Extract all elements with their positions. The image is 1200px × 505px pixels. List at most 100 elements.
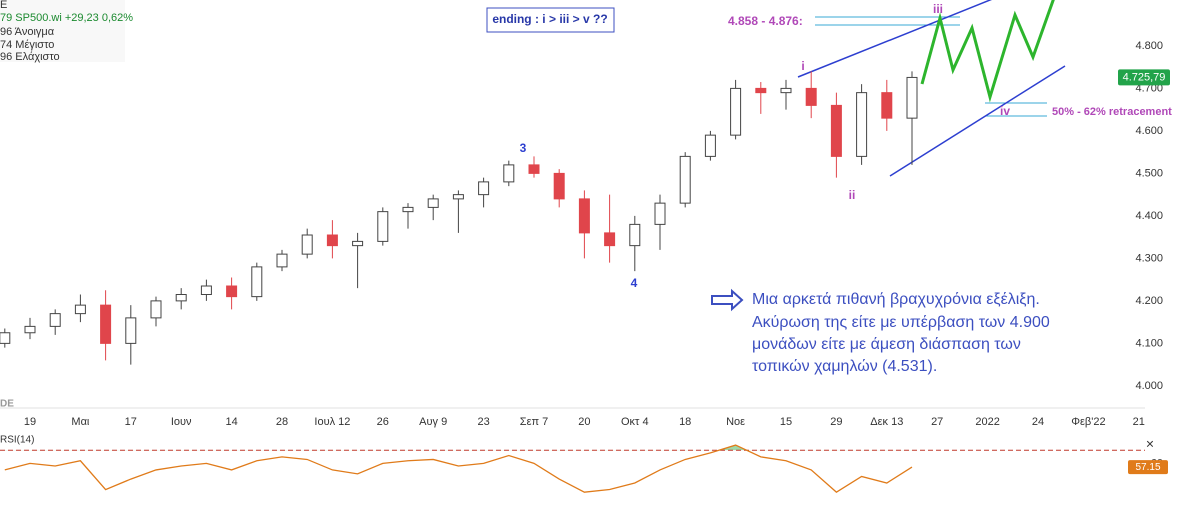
candle-body xyxy=(704,134,716,157)
y-tick-label: 4.300 xyxy=(1135,252,1163,264)
candle-body xyxy=(49,313,61,327)
candle-body xyxy=(427,198,439,208)
candle-body xyxy=(478,181,490,196)
candle-body xyxy=(326,234,338,247)
y-tick-label: 4.400 xyxy=(1135,210,1163,222)
candle-body xyxy=(74,304,86,315)
header: 96 Ελάχιστο xyxy=(0,51,60,63)
candle-body xyxy=(175,294,187,302)
candle-body xyxy=(528,164,540,174)
note-text: Μια αρκετά πιθανή βραχυχρόνια εξέλιξη. xyxy=(752,291,1040,308)
x-tick-label: 20 xyxy=(578,416,590,428)
x-tick-label: Δεκ 13 xyxy=(870,416,903,428)
x-tick-label: Σεπ 7 xyxy=(520,416,548,428)
x-tick-label: Φεβ'22 xyxy=(1071,416,1105,428)
header: E xyxy=(0,0,7,11)
candle-body xyxy=(24,325,36,334)
candle-body xyxy=(301,234,313,255)
x-tick-label: 28 xyxy=(276,416,288,428)
price-badge xyxy=(1118,69,1170,86)
y-tick-label: 4.500 xyxy=(1135,167,1163,179)
wave-label: i xyxy=(801,59,804,73)
header: 79 SP500.wi +29,23 0,62% xyxy=(0,12,133,24)
candle-body xyxy=(402,206,414,213)
x-tick-label: 17 xyxy=(125,416,137,428)
trend-line xyxy=(889,65,1066,177)
note-text: τοπικών χαμηλών (4.531). xyxy=(752,358,937,375)
candle-body xyxy=(578,198,590,234)
candle-body xyxy=(125,317,137,344)
legend-panel xyxy=(0,0,125,62)
rsi-badge-label: 57.15 xyxy=(1135,462,1160,473)
candle-body xyxy=(100,304,112,344)
candle-body xyxy=(881,92,893,119)
candle-body xyxy=(654,202,666,225)
candle-body xyxy=(377,211,389,242)
candle-body xyxy=(805,87,817,106)
x-tick-label: 26 xyxy=(377,416,389,428)
y-tick-label: 4.600 xyxy=(1135,125,1163,137)
rsi-badge xyxy=(1128,460,1168,475)
candle-body xyxy=(679,155,691,204)
close-button[interactable]: × xyxy=(1146,436,1154,452)
rsi-name: RSI(14) xyxy=(0,435,34,446)
x-tick-label: 2022 xyxy=(975,416,999,428)
note-text: μονάδων είτε με άμεση διάσπαση των xyxy=(752,336,1021,353)
y-tick-label: 4.200 xyxy=(1135,295,1163,307)
x-tick-label: 18 xyxy=(679,416,691,428)
wave-label: iii xyxy=(933,2,943,16)
x-tick-label: Ιουν xyxy=(171,416,192,428)
y-tick-label: 4.800 xyxy=(1135,40,1163,52)
price-badge-label: 4.725,79 xyxy=(1123,71,1166,83)
candle-body xyxy=(553,172,565,200)
y-tick-label: 4.100 xyxy=(1135,337,1163,349)
y-tick-label: 4.000 xyxy=(1135,380,1163,392)
candle-body xyxy=(150,300,162,319)
x-tick-label: 14 xyxy=(225,416,237,428)
candle-body xyxy=(906,76,918,119)
candle-body xyxy=(200,285,212,296)
wave-label: 4 xyxy=(631,276,638,290)
candle-body xyxy=(730,87,742,136)
x-tick-label: Αυγ 9 xyxy=(419,416,447,428)
candle-body xyxy=(780,87,792,94)
x-tick-label: Νοε xyxy=(726,416,745,428)
rsi-overbought-fill xyxy=(718,445,747,451)
header: 96 Άνοιγμα xyxy=(0,26,55,38)
note-box xyxy=(486,7,615,33)
candle-body xyxy=(251,266,263,298)
x-tick-label: 27 xyxy=(931,416,943,428)
candle-body xyxy=(755,87,767,94)
forecast-path xyxy=(920,0,1055,103)
candle-body xyxy=(830,104,842,157)
candle-body xyxy=(276,253,288,268)
logo: DE xyxy=(0,399,14,410)
candle-body xyxy=(604,232,616,247)
note-box-text: ending : i > iii > v ?? xyxy=(492,12,607,26)
trend-line xyxy=(797,0,993,78)
x-tick-label: 23 xyxy=(477,416,489,428)
x-tick-label: Μαι xyxy=(71,416,90,428)
target-label: 4.858 - 4.876: xyxy=(728,14,803,28)
x-tick-label: Ιουλ 12 xyxy=(314,416,350,428)
x-tick-label: Οκτ 4 xyxy=(621,416,649,428)
wave-label: 3 xyxy=(520,141,527,155)
x-tick-label: 19 xyxy=(24,416,36,428)
candle-body xyxy=(352,240,364,247)
x-tick-label: 24 xyxy=(1032,416,1044,428)
retrace-label: 50% - 62% retracement xyxy=(1052,106,1172,118)
wave-label: iv xyxy=(1000,104,1010,118)
candle-body xyxy=(629,223,641,247)
header: 74 Μέγιστο xyxy=(0,39,54,51)
note-arrow xyxy=(711,288,744,312)
x-tick-label: 21 xyxy=(1133,416,1145,428)
rsi-line xyxy=(4,444,913,493)
candle-body xyxy=(452,194,464,200)
x-tick-label: 15 xyxy=(780,416,792,428)
candle-body xyxy=(226,285,238,298)
candle-body xyxy=(503,164,515,183)
note-text: Ακύρωση της είτε με υπέρβαση των 4.900 xyxy=(752,314,1050,331)
candle-body xyxy=(856,92,868,157)
wave-label: ii xyxy=(849,188,856,202)
